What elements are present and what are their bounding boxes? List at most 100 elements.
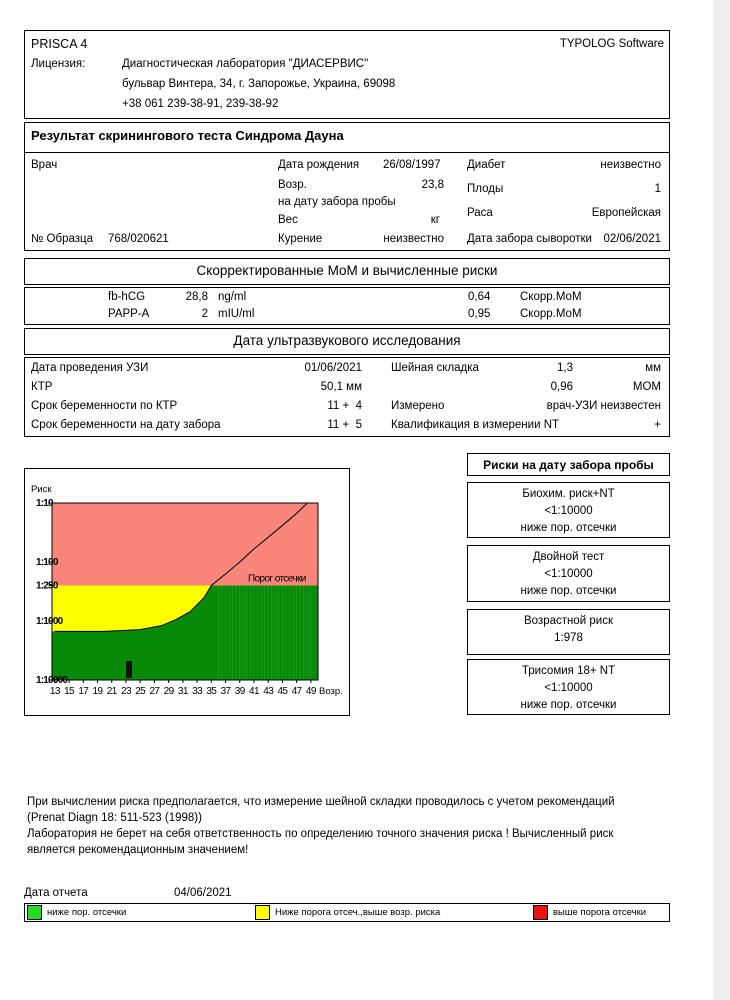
label: Раса xyxy=(467,207,493,219)
note: является рекомендационным значением! xyxy=(27,844,249,856)
section-bar xyxy=(24,328,670,355)
value: 23,8 xyxy=(421,179,444,191)
x-tick-label: 29 xyxy=(164,686,175,697)
threshold-label: Порог отсечки xyxy=(248,573,306,584)
risk-box xyxy=(467,659,670,715)
risks-title-box xyxy=(467,453,670,476)
risk-note: ниже пор. отсечки xyxy=(520,585,617,597)
marker-cell: Скорр.МоМ xyxy=(520,308,582,320)
marker-cell: fb-hCG xyxy=(108,291,146,303)
risk-note: ниже пор. отсечки xyxy=(520,699,617,711)
label: Дата рождения xyxy=(278,159,360,171)
ultrasound-cell: Измерено xyxy=(391,400,445,412)
risk-box xyxy=(467,609,670,655)
vendor: TYPOLOG Software xyxy=(559,38,664,50)
risk-note: ниже пор. отсечки xyxy=(520,522,617,534)
legend-swatch xyxy=(533,905,548,920)
y-tick-label: 1:10000 xyxy=(36,675,68,686)
label: Диабет xyxy=(467,159,506,171)
divider xyxy=(24,152,670,153)
ultrasound-box xyxy=(24,357,670,437)
risks-title: Риски на дату забора пробы xyxy=(483,458,654,472)
ultrasound-cell: Шейная складка xyxy=(391,362,479,374)
x-tick-label: 25 xyxy=(135,686,146,697)
ultrasound-cell: 50,1 мм xyxy=(320,381,362,393)
label: Дата забора сыворотки xyxy=(467,233,592,245)
chart-box xyxy=(24,468,350,716)
section-title: Скорректированные МоМ и вычисленные риск… xyxy=(196,263,498,278)
marker-cell: 2 xyxy=(201,308,208,320)
risk-box xyxy=(467,545,670,602)
x-tick-label: 47 xyxy=(292,686,303,697)
y-tick-label: 1:250 xyxy=(36,580,59,591)
legend-label: ниже пор. отсечки xyxy=(47,907,127,918)
lab-line: +38 061 239-38-91, 239-38-92 xyxy=(122,98,279,110)
marker-cell: 0,95 xyxy=(468,308,491,320)
ultrasound-cell: Срок беременности по КТР xyxy=(31,400,178,412)
ultrasound-cell: + xyxy=(654,419,661,431)
x-tick-label: 27 xyxy=(149,686,160,697)
risk-name: Двойной тест xyxy=(532,551,605,563)
value: неизвестно xyxy=(383,233,444,245)
patient-box xyxy=(24,122,670,251)
y-axis-label: Риск xyxy=(31,484,52,495)
marker-cell: 0,64 xyxy=(468,291,491,303)
legend-box xyxy=(24,903,670,922)
zone-low xyxy=(52,585,318,680)
note: При вычислении риска предполагается, что… xyxy=(27,796,615,808)
x-tick-label: 17 xyxy=(78,686,89,697)
ultrasound-cell: 0,96 xyxy=(550,381,573,393)
zone-high xyxy=(52,503,318,586)
y-tick-label: 1:10 xyxy=(36,498,54,509)
ultrasound-cell: 11 + 5 xyxy=(327,419,362,431)
label: на дату забора пробы xyxy=(278,196,396,208)
risk-value: <1:10000 xyxy=(544,682,593,694)
x-tick-label: 33 xyxy=(192,686,203,697)
marker-cell: Скорр.МоМ xyxy=(520,291,582,303)
risk-name: Возрастной риск xyxy=(524,615,613,627)
value: Европейская xyxy=(591,207,661,219)
report-date-label: Дата отчета xyxy=(24,887,88,899)
section-bar xyxy=(24,258,670,285)
y-tick-label: 1:1000 xyxy=(36,616,64,627)
risk-box xyxy=(467,482,670,538)
y-tick-label: 1:100 xyxy=(36,557,59,568)
ultrasound-cell: Срок беременности на дату забора xyxy=(31,419,221,431)
value: кг xyxy=(430,214,440,226)
ultrasound-cell: 1,3 xyxy=(557,362,573,374)
side-strip xyxy=(713,0,730,1000)
legend-label: Ниже порога отсеч.,выше возр. риска xyxy=(275,907,441,918)
marker-cell: mIU/ml xyxy=(218,308,255,320)
x-tick-label: 45 xyxy=(277,686,288,697)
risk-name: Биохим. риск+NT xyxy=(522,488,615,500)
legend-swatch xyxy=(255,905,270,920)
label: Возр. xyxy=(278,179,307,191)
header-box xyxy=(24,30,670,119)
risk-value: <1:10000 xyxy=(544,505,593,517)
ultrasound-cell: Квалификация в измерении NT xyxy=(391,419,560,431)
x-tick-label: 21 xyxy=(107,686,118,697)
x-tick-label: 19 xyxy=(93,686,104,697)
value: 1 xyxy=(654,183,661,195)
lab-line: бульвар Винтера, 34, г. Запорожье, Украи… xyxy=(122,78,396,90)
label: Вес xyxy=(278,214,298,226)
legend-label: выше порога отсечки xyxy=(553,907,647,918)
markers-box xyxy=(24,287,670,325)
patient-marker xyxy=(126,661,132,678)
legend-swatch xyxy=(27,905,42,920)
x-tick-label: 43 xyxy=(263,686,274,697)
note: Лаборатория не берет на себя ответственн… xyxy=(27,828,614,840)
risk-name: Трисомия 18+ NT xyxy=(521,665,616,677)
label: Курение xyxy=(278,233,323,245)
x-tick-label: 35 xyxy=(206,686,217,697)
label: № Образца xyxy=(31,233,93,245)
marker-cell: ng/ml xyxy=(218,291,247,303)
x-tick-label: 23 xyxy=(121,686,132,697)
marker-cell: PAPP-A xyxy=(108,308,150,320)
ultrasound-cell: 01/06/2021 xyxy=(304,362,362,374)
report-date: 04/06/2021 xyxy=(174,887,232,899)
license-label: Лицензия: xyxy=(31,58,86,70)
value: 02/06/2021 xyxy=(603,233,661,245)
